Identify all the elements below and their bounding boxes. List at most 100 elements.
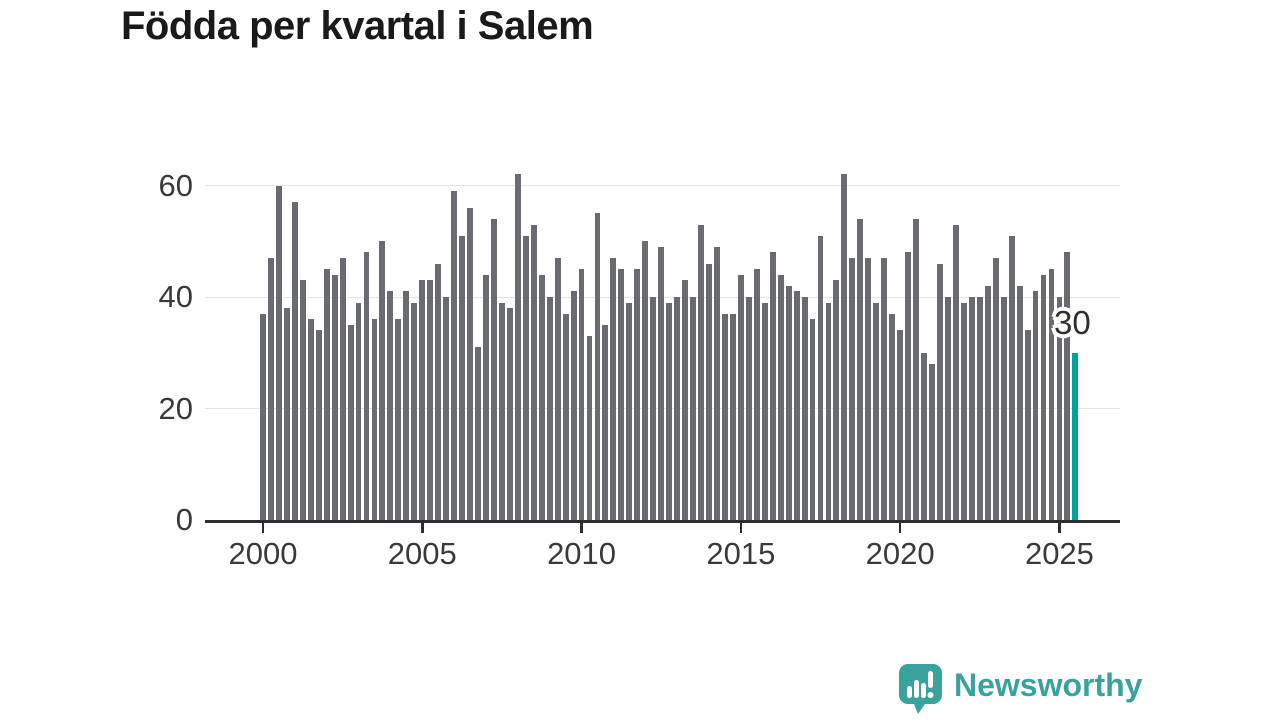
bar-2013-q2	[682, 280, 689, 520]
bar-2015-q1	[737, 274, 744, 520]
bar-2003-q4	[379, 241, 386, 520]
x-axis-label-2000: 2000	[228, 536, 298, 571]
bar-2016-q3	[785, 285, 792, 520]
bar-2024-q2	[1032, 291, 1039, 520]
bar-2009-q4	[570, 291, 577, 520]
bar-2015-q2	[745, 297, 752, 520]
bar-2000-q3	[275, 185, 282, 520]
bar-2000-q4	[283, 308, 290, 520]
bar-2022-q3	[976, 297, 983, 520]
bar-2014-q2	[714, 246, 720, 520]
bar-2021-q4	[952, 224, 959, 520]
x-axis-label-2015: 2015	[706, 536, 776, 571]
bar-2012-q3	[658, 246, 665, 520]
bar-2025-q3	[1072, 352, 1079, 520]
newsworthy-icon	[899, 664, 942, 714]
bar-2002-q1	[323, 269, 330, 520]
bar-2023-q2	[1000, 297, 1007, 520]
bar-2017-q4	[825, 302, 832, 520]
bar-2011-q4	[634, 269, 641, 520]
bar-2014-q3	[721, 313, 728, 520]
bar-2004-q4	[411, 302, 418, 520]
bar-2011-q3	[626, 302, 633, 520]
bar-2003-q2	[363, 252, 370, 520]
bar-2021-q1	[929, 363, 935, 520]
bar-2007-q2	[490, 218, 497, 520]
bar-2006-q3	[467, 207, 473, 520]
bar-2022-q2	[968, 297, 975, 520]
bar-2004-q3	[403, 291, 410, 520]
bar-2001-q2	[299, 280, 306, 520]
bar-2011-q2	[618, 269, 625, 520]
bar-2021-q2	[937, 263, 943, 520]
y-axis-label-40: 40	[158, 279, 193, 314]
bar-2020-q1	[897, 330, 904, 520]
bar-2025-q2	[1064, 252, 1071, 520]
plot-area: 0 20 40 60 2000 2005 2010 2015 2020 2025	[159, 165, 1120, 571]
bar-2013-q3	[690, 297, 696, 520]
bar-2019-q2	[873, 302, 880, 520]
bar-2012-q1	[642, 241, 649, 520]
bar-2019-q4	[889, 313, 896, 520]
bar-2017-q3	[817, 235, 824, 520]
bar-2010-q4	[602, 324, 609, 520]
bar-2004-q1	[387, 291, 394, 520]
bar-2009-q2	[554, 257, 561, 520]
bar-2024-q3	[1040, 274, 1047, 520]
bar-2020-q3	[913, 218, 920, 520]
x-axis-label-2020: 2020	[865, 536, 935, 571]
bar-2011-q1	[610, 257, 617, 520]
x-axis-tick-2010	[580, 522, 583, 533]
bar-2014-q1	[706, 263, 712, 520]
bar-2001-q3	[307, 319, 314, 520]
bar-2015-q3	[753, 269, 760, 520]
bar-2002-q3	[339, 257, 346, 520]
bar-2018-q4	[857, 218, 864, 520]
bar-2023-q3	[1008, 235, 1015, 520]
x-axis-tick-2020	[898, 522, 902, 533]
bar-2009-q3	[562, 313, 569, 520]
bar-2019-q3	[881, 257, 888, 520]
bar-2006-q1	[451, 191, 458, 520]
bar-2015-q4	[761, 302, 768, 520]
bar-2014-q4	[729, 313, 736, 520]
bar-2005-q1	[419, 280, 426, 520]
bar-2003-q1	[355, 302, 362, 520]
bar-2020-q2	[905, 252, 912, 520]
bar-2013-q1	[674, 297, 681, 520]
bar-2013-q4	[698, 224, 704, 520]
bar-2025-q1	[1056, 297, 1063, 520]
bar-2002-q4	[347, 324, 354, 520]
bar-2020-q4	[921, 352, 927, 520]
bar-2012-q2	[650, 297, 657, 520]
bar-2007-q1	[483, 274, 489, 520]
bar-2017-q1	[801, 297, 808, 520]
bar-2005-q3	[435, 263, 442, 520]
bar-2023-q4	[1016, 285, 1023, 520]
bar-2016-q1	[769, 252, 776, 520]
bar-2005-q2	[427, 280, 434, 520]
bar-2008-q3	[530, 224, 537, 520]
value-label: 30	[1054, 303, 1091, 341]
y-axis-label-60: 60	[158, 167, 193, 203]
bar-2001-q4	[315, 330, 322, 520]
bar-2024-q4	[1048, 269, 1055, 520]
x-axis-label-2010: 2010	[547, 536, 617, 571]
bar-2008-q4	[538, 274, 545, 520]
bar-2009-q1	[546, 297, 553, 520]
x-axis-tick-2025	[1058, 522, 1061, 533]
bar-2008-q1	[514, 174, 521, 520]
bar-2007-q4	[506, 308, 513, 520]
chart-title: Födda per kvartal i Salem	[121, 4, 594, 48]
bar-2018-q1	[833, 280, 840, 520]
bar-2024-q1	[1024, 330, 1031, 520]
x-axis-tick-2005	[421, 522, 424, 533]
bar-2008-q2	[522, 235, 529, 520]
newsworthy-logo[interactable]: Newsworthy	[898, 663, 1142, 714]
x-axis-label-2025: 2025	[1024, 536, 1094, 571]
bar-2005-q4	[443, 297, 450, 520]
bar-2016-q4	[793, 291, 800, 520]
bar-2006-q4	[475, 347, 481, 520]
bar-2023-q1	[992, 257, 999, 520]
x-axis-label-2005: 2005	[387, 536, 457, 571]
